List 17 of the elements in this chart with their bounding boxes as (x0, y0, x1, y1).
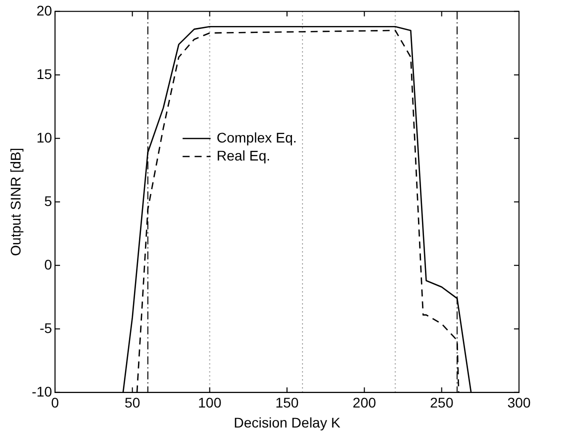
y-tick-label: 20 (36, 2, 52, 18)
x-tick-label: 250 (430, 394, 454, 411)
legend-label: Complex Eq. (216, 129, 297, 146)
x-tick-label: 300 (507, 394, 531, 411)
y-tick-label: 5 (44, 192, 52, 209)
x-axis-title: Decision Delay K (234, 414, 341, 430)
legend-label: Real Eq. (216, 147, 270, 164)
x-tick-label: 50 (124, 394, 140, 411)
x-tick-label: 150 (275, 394, 299, 411)
y-tick-label: -5 (40, 320, 52, 336)
y-tick-label: 10 (36, 129, 52, 146)
x-tick-label: 100 (198, 394, 222, 411)
y-tick-label: -10 (32, 383, 52, 400)
x-tick-label: 200 (352, 394, 376, 411)
y-tick-label: 15 (36, 66, 52, 82)
y-axis-title: Output SINR [dB] (7, 148, 24, 256)
y-tick-label: 0 (44, 256, 52, 272)
